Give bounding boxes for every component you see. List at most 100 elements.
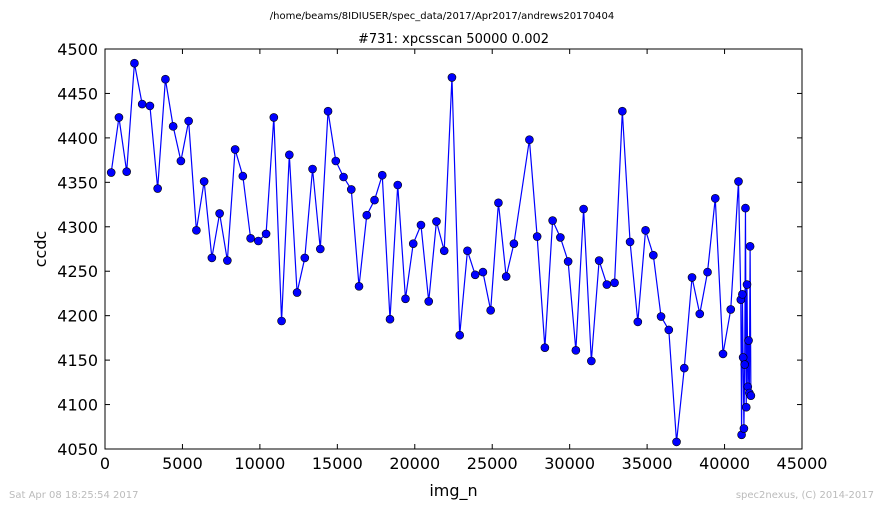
data-point (199, 177, 209, 186)
data-point (393, 180, 403, 190)
data-point (525, 135, 534, 144)
y-tick-label: 4400 (57, 129, 98, 148)
x-tick-label: 0 (100, 454, 110, 473)
data-point (254, 236, 263, 246)
data-point (308, 164, 317, 174)
data-point (742, 280, 752, 289)
x-tick-labels: 0 5000 10000 15000 20000 25000 30000 35000 40000… (100, 454, 828, 473)
data-point (703, 267, 712, 277)
data-point (137, 99, 147, 109)
data-point (610, 278, 619, 288)
data-point (679, 363, 689, 373)
x-tick-label: 35000 (622, 454, 673, 473)
data-point (292, 288, 302, 297)
timestamp-footer: Sat Apr 08 18:25:54 2017 (9, 490, 139, 501)
x-tick-label: 25000 (467, 454, 518, 473)
y-tick-label: 4200 (57, 307, 98, 326)
data-point (401, 294, 410, 304)
y-tick-label: 4150 (57, 351, 98, 370)
data-point (579, 204, 588, 214)
data-point (741, 203, 750, 213)
data-point (130, 58, 139, 68)
data-point (656, 312, 666, 321)
data-point (246, 234, 255, 243)
data-point (641, 226, 650, 235)
data-point (718, 349, 728, 359)
data-point (277, 316, 286, 326)
data-point (532, 232, 542, 241)
data-point (215, 209, 224, 218)
data-point (470, 270, 480, 280)
data-point (439, 246, 449, 256)
y-tick-label: 4250 (57, 262, 98, 281)
data-point (571, 346, 581, 355)
x-axis-label: img_n (429, 481, 477, 501)
data-point (161, 74, 170, 84)
data-point (168, 122, 178, 131)
plot-area (105, 49, 802, 449)
data-point (741, 402, 751, 412)
data-point (726, 305, 736, 314)
data-point (331, 156, 341, 166)
x-tick-label: 30000 (544, 454, 595, 473)
plot-frame (104, 48, 803, 450)
data-point (556, 233, 565, 242)
data-point (416, 220, 426, 230)
data-point (745, 242, 755, 251)
data-point (447, 73, 457, 82)
data-point (424, 297, 434, 306)
x-tick-label: 15000 (312, 454, 363, 473)
y-tick-label: 4350 (57, 173, 98, 192)
chart-title: #731: xpcsscan 50000 0.002 (358, 32, 549, 47)
data-point (744, 336, 753, 345)
data-point (377, 170, 387, 180)
data-point (432, 217, 441, 226)
data-point (339, 172, 348, 182)
y-tick-label: 4500 (57, 40, 98, 59)
x-tick-label: 5000 (162, 454, 203, 473)
data-point (672, 437, 681, 447)
data-point (385, 314, 395, 324)
data-point (618, 106, 627, 116)
x-tick-label: 10000 (234, 454, 285, 473)
data-point (370, 195, 379, 205)
data-point (739, 424, 749, 433)
data-point (633, 317, 643, 327)
data-point (207, 253, 217, 263)
data-point (408, 239, 418, 248)
data-point (548, 216, 557, 225)
data-series (106, 58, 756, 447)
data-point (238, 171, 248, 181)
data-point (261, 229, 271, 239)
data-point (192, 226, 201, 235)
data-point (594, 256, 604, 265)
data-point (346, 185, 356, 194)
data-point (695, 309, 705, 319)
data-point (285, 150, 294, 160)
data-point (625, 237, 635, 247)
data-point (602, 280, 612, 289)
data-point (587, 356, 596, 366)
x-tick-label: 20000 (389, 454, 440, 473)
data-point (501, 272, 511, 281)
figure-suptitle: /home/beams/8IDIUSER/spec_data/2017/Apr2… (270, 11, 614, 22)
data-point (563, 257, 573, 266)
data-point (509, 239, 519, 248)
data-point (540, 343, 550, 352)
data-point (176, 156, 186, 166)
data-point (184, 116, 193, 126)
data-point (106, 168, 116, 177)
y-tick-label: 4450 (57, 84, 98, 103)
data-point (122, 167, 131, 176)
data-point (145, 101, 155, 111)
y-axis-label: ccdc (31, 231, 50, 268)
x-tick-label: 40000 (699, 454, 750, 473)
data-point (362, 210, 372, 220)
data-point (738, 290, 747, 299)
data-point (738, 353, 748, 362)
data-point (746, 391, 756, 400)
x-tick-label: 45000 (777, 454, 828, 473)
data-point (455, 330, 465, 340)
